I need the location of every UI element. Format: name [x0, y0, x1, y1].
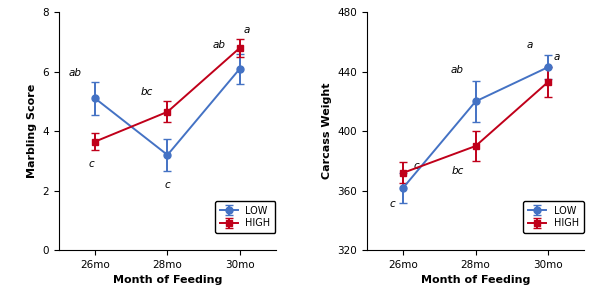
X-axis label: Month of Feeding: Month of Feeding — [421, 275, 530, 285]
Text: c: c — [389, 199, 395, 209]
Legend: LOW, HIGH: LOW, HIGH — [215, 201, 276, 233]
Text: c: c — [88, 159, 94, 169]
Text: ab: ab — [451, 66, 464, 75]
Text: bc: bc — [141, 88, 153, 98]
Legend: LOW, HIGH: LOW, HIGH — [523, 201, 584, 233]
Text: ab: ab — [213, 40, 226, 50]
Text: bc: bc — [451, 166, 464, 176]
Y-axis label: Carcass Weight: Carcass Weight — [322, 83, 332, 179]
Text: a: a — [527, 40, 533, 50]
Text: a: a — [244, 25, 250, 35]
X-axis label: Month of Feeding: Month of Feeding — [113, 275, 222, 285]
Text: c: c — [414, 161, 419, 171]
Text: a: a — [553, 52, 560, 62]
Text: c: c — [165, 180, 171, 190]
Text: ab: ab — [68, 68, 81, 78]
Y-axis label: Marbling Score: Marbling Score — [27, 84, 37, 178]
